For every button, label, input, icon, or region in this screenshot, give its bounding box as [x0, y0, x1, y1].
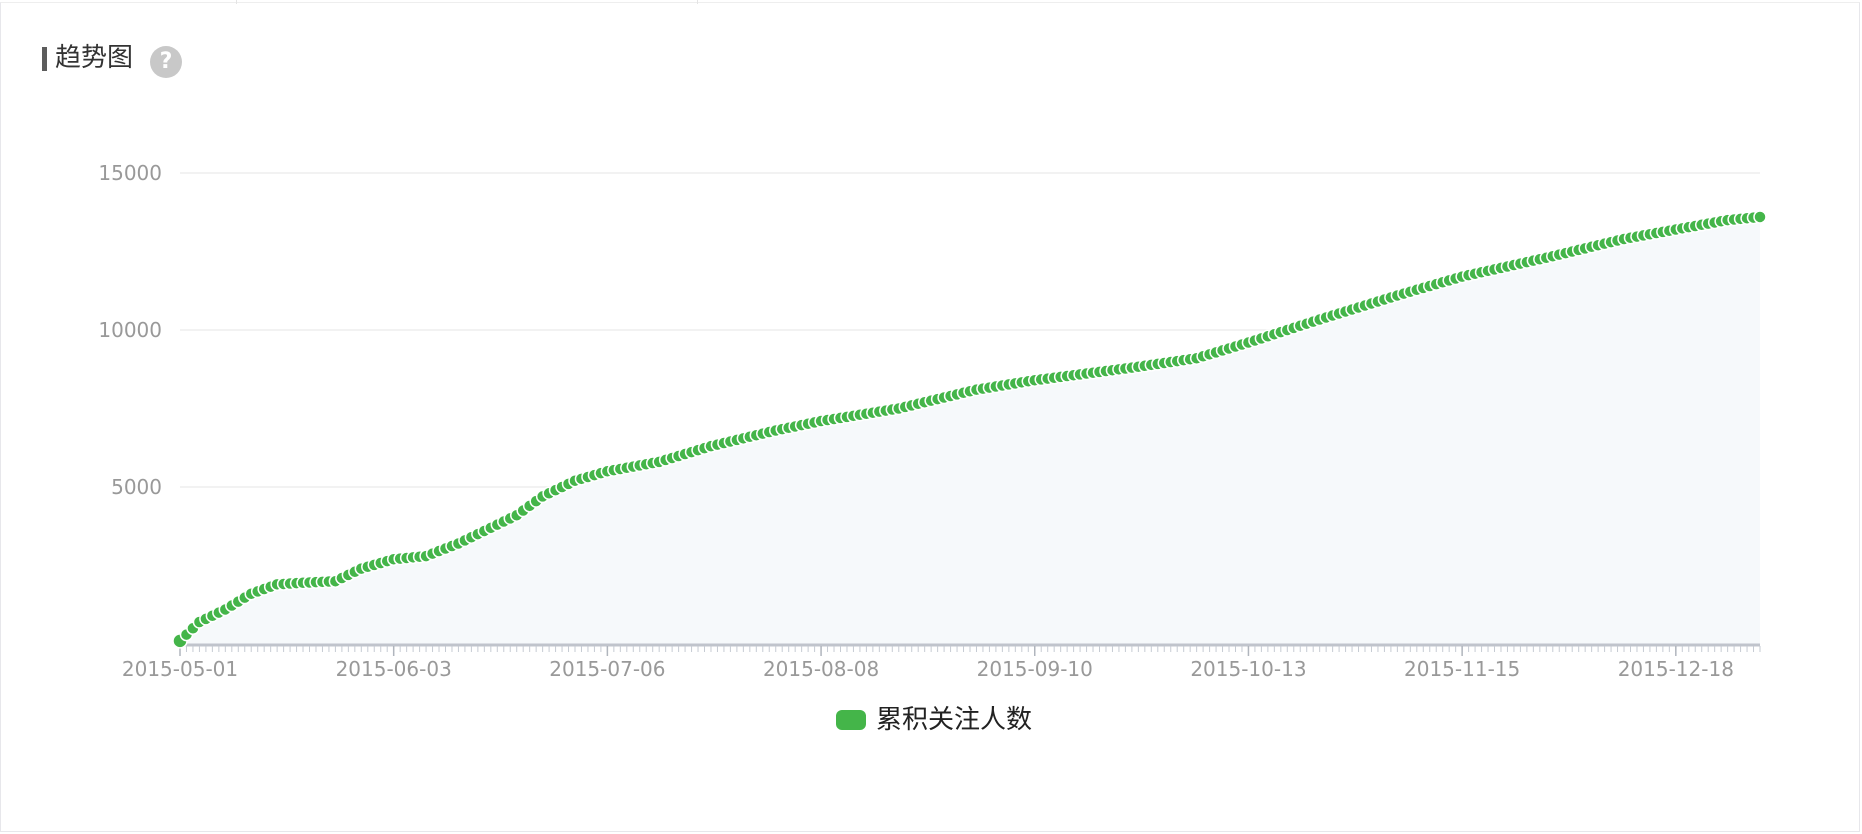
tab-divider — [697, 0, 698, 4]
chart-title: 趋势图 — [55, 43, 134, 73]
legend-item[interactable]: 累积关注人数 — [836, 704, 1032, 736]
x-tick-label: 2015-09-10 — [977, 657, 1093, 681]
x-tick-label: 2015-08-08 — [763, 657, 879, 681]
x-tick-label: 2015-12-18 — [1618, 657, 1734, 681]
x-tick-label: 2015-10-13 — [1190, 657, 1306, 681]
data-point — [1753, 210, 1767, 224]
y-tick-label: 10000 — [98, 318, 162, 342]
x-tick-label: 2015-07-06 — [549, 657, 665, 681]
y-tick-label: 5000 — [111, 475, 162, 499]
x-tick-label: 2015-05-01 — [122, 657, 238, 681]
legend-swatch — [836, 710, 866, 730]
question-circle-icon[interactable]: ? — [150, 46, 182, 78]
y-tick-label: 15000 — [98, 161, 162, 185]
x-tick-label: 2015-11-15 — [1404, 657, 1520, 681]
x-tick-label: 2015-06-03 — [336, 657, 452, 681]
tab-divider — [236, 0, 237, 4]
title-accent-bar — [42, 47, 47, 71]
series-area — [180, 216, 1760, 644]
legend-label: 累积关注人数 — [876, 705, 1033, 735]
